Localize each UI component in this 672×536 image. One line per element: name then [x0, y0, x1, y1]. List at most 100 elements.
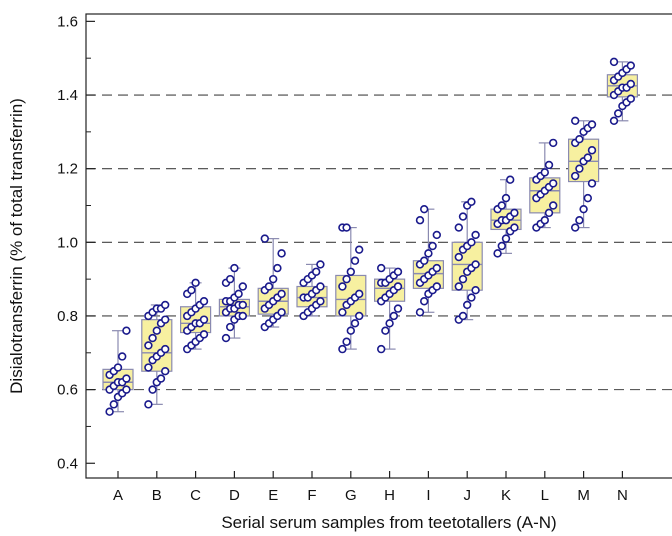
data-point	[428, 241, 437, 251]
data-point	[424, 249, 433, 258]
data-point	[626, 79, 635, 89]
data-point	[467, 238, 476, 247]
x-axis-ticks: A B C D E F G H I J K L M N	[113, 471, 628, 504]
data-point	[579, 204, 588, 214]
data-point	[273, 263, 282, 273]
data-point	[570, 171, 580, 181]
x-tick-label: F	[307, 487, 316, 504]
y-tick-label: 0.6	[57, 382, 78, 399]
data-point	[454, 223, 463, 232]
data-point	[540, 168, 549, 177]
data-point	[548, 179, 558, 188]
data-point	[221, 333, 231, 343]
data-point	[467, 293, 476, 302]
data-point	[432, 282, 441, 291]
data-point	[338, 282, 347, 291]
data-point	[109, 400, 119, 409]
data-point	[575, 216, 584, 225]
data-point	[148, 333, 157, 343]
plot-frame	[85, 13, 672, 479]
data-point	[587, 179, 597, 188]
data-point	[199, 330, 209, 339]
data-point	[385, 319, 394, 328]
data-point	[471, 260, 480, 269]
data-point	[226, 274, 235, 284]
data-point	[377, 344, 386, 354]
data-point	[156, 374, 166, 383]
data-point	[316, 282, 325, 291]
x-tick-label: N	[617, 487, 628, 504]
x-axis-title: Serial serum samples from teetotallers (…	[221, 513, 556, 532]
x-tick-label: K	[501, 487, 511, 504]
data-point	[260, 234, 269, 243]
data-point	[583, 153, 592, 162]
data-point	[342, 223, 351, 232]
data-point	[609, 57, 619, 67]
data-point	[161, 367, 170, 376]
y-tick-label: 1.0	[57, 234, 78, 251]
data-point	[199, 297, 209, 306]
data-point	[393, 267, 403, 276]
data-point	[338, 308, 347, 317]
data-point	[234, 289, 243, 299]
data-point	[493, 249, 502, 258]
data-point	[510, 208, 519, 218]
data-point	[238, 311, 248, 321]
x-tick-label: A	[113, 487, 123, 504]
data-point	[144, 363, 153, 372]
data-point	[575, 135, 584, 144]
x-tick-label: L	[541, 487, 549, 504]
data-point	[342, 274, 351, 284]
y-tick-label: 1.4	[57, 87, 78, 104]
data-point	[199, 315, 209, 324]
data-point	[316, 260, 325, 269]
data-point	[506, 175, 515, 184]
data-point	[117, 352, 127, 361]
data-point	[277, 249, 286, 258]
data-point	[105, 407, 114, 416]
data-point	[148, 385, 157, 394]
data-point	[415, 216, 425, 225]
x-tick-label: H	[384, 487, 395, 504]
data-point	[191, 278, 200, 288]
data-point	[626, 94, 635, 103]
data-point	[187, 285, 196, 295]
data-point	[355, 245, 364, 254]
x-tick-label: J	[463, 487, 471, 504]
data-point	[420, 204, 429, 214]
data-point	[626, 61, 635, 70]
whiskers	[112, 61, 629, 413]
data-point	[277, 289, 286, 299]
data-point	[544, 208, 554, 218]
data-point	[458, 212, 468, 221]
y-tick-label: 1.2	[57, 161, 78, 178]
data-point	[144, 341, 153, 350]
data-point	[463, 300, 472, 310]
data-point	[122, 385, 131, 394]
x-tick-label: D	[229, 487, 240, 504]
data-point	[144, 400, 153, 409]
data-point	[467, 197, 476, 207]
data-point	[152, 326, 162, 335]
data-point	[316, 297, 325, 306]
data-point	[161, 300, 170, 310]
data-point	[350, 256, 360, 265]
x-tick-label: E	[268, 487, 278, 504]
data-points	[105, 57, 635, 416]
data-point	[548, 201, 558, 210]
data-point	[458, 274, 468, 284]
data-point	[346, 267, 355, 276]
data-point	[570, 116, 580, 125]
y-tick-label: 1.6	[57, 13, 78, 30]
y-tick-label: 0.4	[57, 455, 78, 472]
data-point	[501, 234, 511, 243]
data-point	[454, 252, 463, 262]
data-point	[501, 193, 511, 203]
data-point	[377, 263, 386, 273]
data-point	[161, 344, 170, 354]
data-point	[355, 311, 364, 321]
data-point	[393, 304, 403, 313]
y-axis-ticks: 0.4 0.6 0.8 1.0 1.2 1.4 1.6	[57, 13, 95, 472]
data-point	[575, 164, 584, 173]
data-point	[238, 282, 248, 291]
